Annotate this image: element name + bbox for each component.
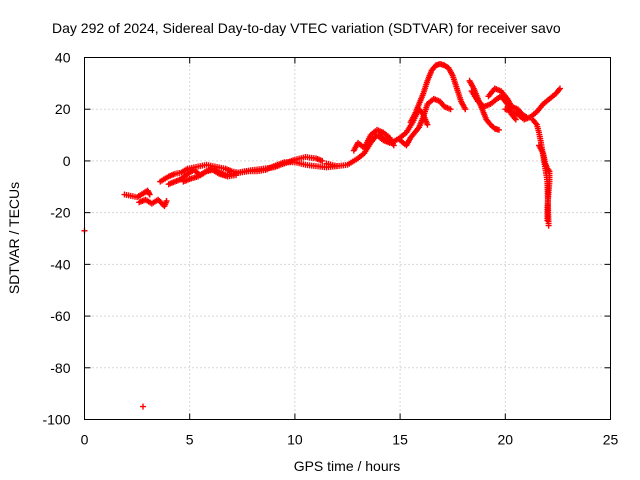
data-point: [414, 125, 421, 132]
x-tick-label: 20: [498, 432, 514, 448]
y-tick-label: -100: [42, 412, 70, 428]
grid: [84, 57, 611, 420]
data-point: [447, 106, 454, 113]
data-point: [232, 172, 239, 179]
data-point: [555, 86, 562, 93]
y-tick-label: -40: [50, 256, 70, 272]
plot-frame: [84, 57, 611, 420]
data-point: [544, 217, 551, 224]
data-point: [146, 190, 153, 197]
x-tick-label: 25: [603, 432, 619, 448]
data-point: [532, 120, 539, 127]
data-point: [319, 157, 326, 164]
x-tick-label: 10: [287, 432, 303, 448]
data-point: [146, 191, 153, 198]
y-tick-label: -20: [50, 205, 70, 221]
y-axis-label: SDTVAR / TECUs: [6, 182, 22, 294]
x-axis-label: GPS time / hours: [294, 458, 401, 474]
data-point: [511, 115, 518, 122]
x-tick-label: 5: [186, 432, 194, 448]
data-point: [512, 116, 519, 123]
y-tick-label: 40: [55, 50, 71, 66]
data-point: [462, 106, 469, 113]
data-point: [139, 403, 146, 410]
data-point: [545, 222, 552, 229]
data-points: [81, 60, 564, 410]
y-tick-label: -80: [50, 360, 70, 376]
data-point: [424, 121, 431, 128]
y-tick-label: 20: [55, 101, 71, 117]
data-point: [545, 166, 552, 173]
chart-title: Day 292 of 2024, Sidereal Day-to-day VTE…: [52, 20, 561, 36]
data-point: [163, 198, 170, 205]
data-point: [557, 85, 564, 92]
y-tick-label: 0: [63, 153, 71, 169]
x-tick-label: 15: [392, 432, 408, 448]
x-tick-label: 0: [81, 432, 89, 448]
data-point: [495, 126, 502, 133]
y-tick-label: -60: [50, 308, 70, 324]
